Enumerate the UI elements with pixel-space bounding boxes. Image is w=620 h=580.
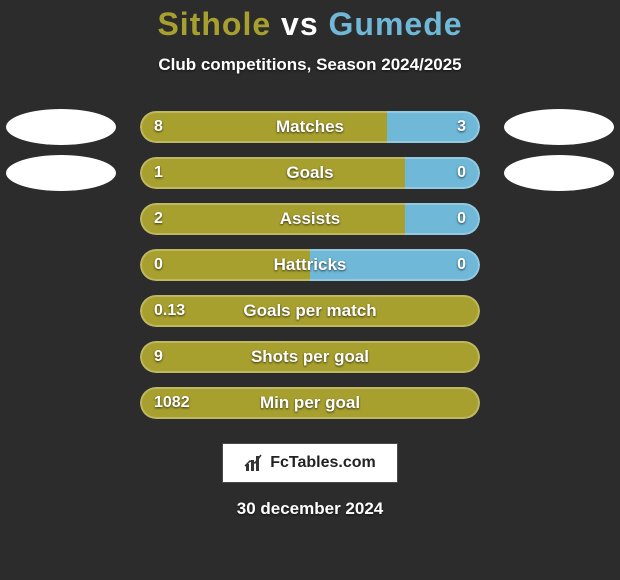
stat-bar-right: [310, 249, 480, 281]
stat-bar-right: [387, 111, 480, 143]
stat-bar: Goals10: [140, 157, 480, 189]
stat-row: Goals per match0.13: [0, 293, 620, 329]
title-vs: vs: [281, 6, 319, 42]
stat-row: Matches83: [0, 109, 620, 145]
stat-bar-left: [140, 157, 405, 189]
stat-bar-right: [405, 157, 480, 189]
subtitle: Club competitions, Season 2024/2025: [0, 55, 620, 75]
team-badge-right: [504, 155, 614, 191]
stat-bar: Assists20: [140, 203, 480, 235]
stat-bar: Shots per goal9: [140, 341, 480, 373]
stat-bar-left: [140, 203, 405, 235]
stat-bar-left: [140, 249, 310, 281]
stat-bar: Matches83: [140, 111, 480, 143]
stat-row: Hattricks00: [0, 247, 620, 283]
title-player1: Sithole: [157, 6, 271, 42]
stats-list: Matches83 Goals10 Assists20 Hattricks00 Goal…: [0, 109, 620, 421]
stat-row: Min per goal1082: [0, 385, 620, 421]
title-player2: Gumede: [329, 6, 463, 42]
stat-bar: Hattricks00: [140, 249, 480, 281]
stat-bar: Goals per match0.13: [140, 295, 480, 327]
stat-bar-left: [140, 111, 387, 143]
stat-row: Shots per goal9: [0, 339, 620, 375]
logo-text: FcTables.com: [270, 454, 376, 472]
stat-row: Goals10: [0, 155, 620, 191]
page-title: Sithole vs Gumede: [0, 6, 620, 43]
stat-bar-right: [405, 203, 480, 235]
logo-box[interactable]: FcTables.com: [222, 443, 398, 483]
stat-bar: Min per goal1082: [140, 387, 480, 419]
comparison-card: Sithole vs Gumede Club competitions, Sea…: [0, 0, 620, 580]
team-badge-right: [504, 109, 614, 145]
team-badge-left: [6, 109, 116, 145]
stat-bar-left: [140, 295, 480, 327]
stat-bar-left: [140, 341, 480, 373]
team-badge-left: [6, 155, 116, 191]
stat-row: Assists20: [0, 201, 620, 237]
bar-chart-icon: [244, 453, 264, 473]
stat-bar-left: [140, 387, 480, 419]
date-text: 30 december 2024: [0, 499, 620, 519]
